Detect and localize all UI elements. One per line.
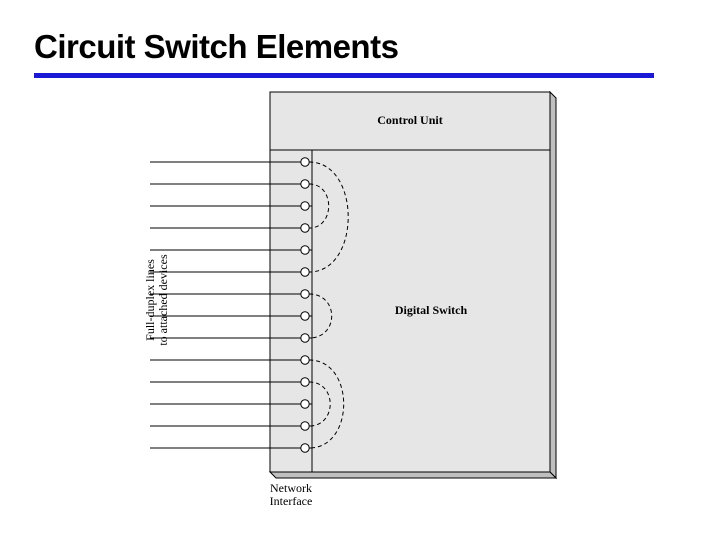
ni-line2: Interface (260, 495, 322, 508)
diagram-container (140, 88, 570, 508)
ni-line1: Network (260, 482, 322, 495)
side-label-line1: Full-duplex lines (144, 235, 157, 365)
network-interface-label: Network Interface (260, 482, 322, 507)
side-label-line2: to attached devices (157, 235, 170, 365)
control-unit-label: Control Unit (270, 113, 550, 128)
slide-title: Circuit Switch Elements (34, 28, 398, 66)
title-underline (34, 73, 654, 78)
circuit-switch-diagram (140, 88, 570, 508)
digital-switch-label: Digital Switch (312, 303, 550, 318)
side-label: Full-duplex lines to attached devices (144, 235, 169, 365)
slide: Circuit Switch Elements Full-duplex line… (0, 0, 720, 540)
